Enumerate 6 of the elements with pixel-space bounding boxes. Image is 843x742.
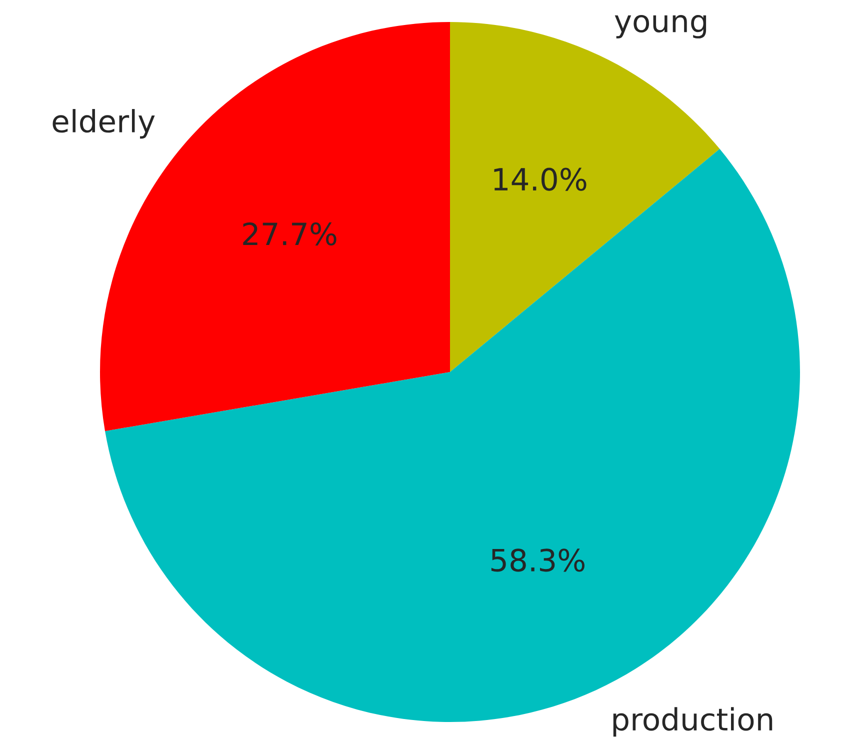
slice-label: elderly <box>52 109 155 139</box>
data-label: 27.7% <box>243 222 336 246</box>
slice-label: young <box>614 14 706 38</box>
data-label: 14.0% <box>494 168 586 191</box>
slice-label: production <box>613 707 772 737</box>
data-label: 58.3% <box>491 548 584 572</box>
